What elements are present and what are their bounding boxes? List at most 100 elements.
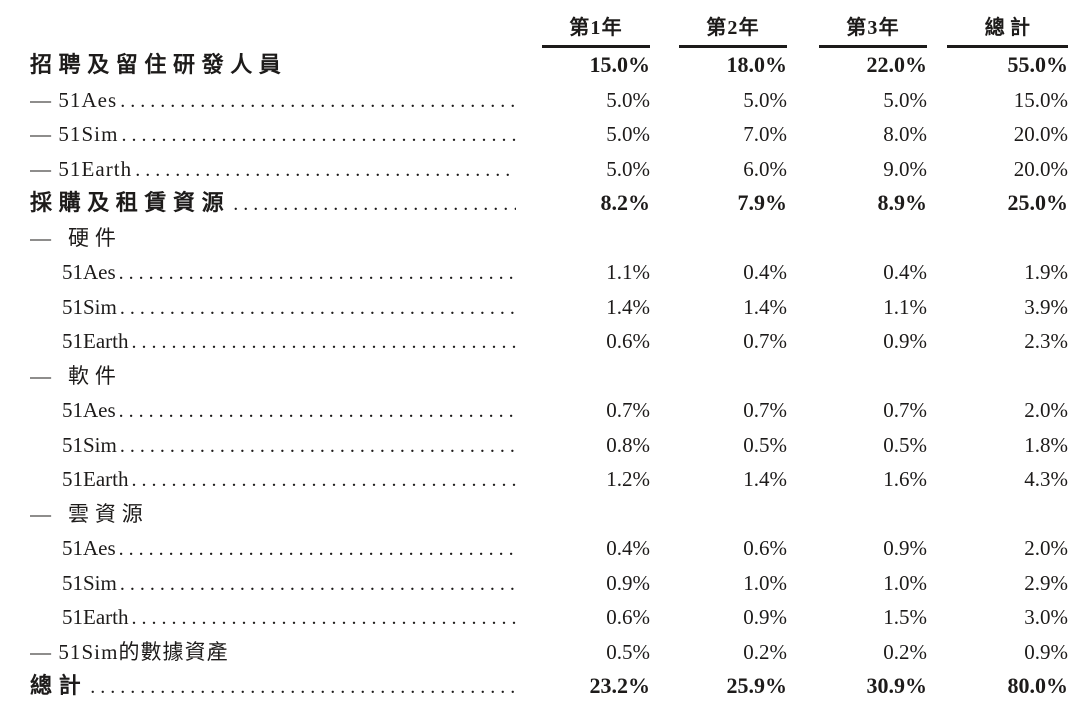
column-header-label: 第2年 xyxy=(679,11,787,48)
value-cell-year3: 30.9% xyxy=(866,673,928,698)
value-cell-year1: 5.0% xyxy=(606,122,650,146)
value-cell-year2: 25.9% xyxy=(726,673,788,698)
value-cell-total: 80.0% xyxy=(1007,673,1069,698)
value-cell-year1: 1.2% xyxy=(606,467,650,491)
value-cell-year2: 7.9% xyxy=(737,190,788,215)
value-cell-total: 0.9% xyxy=(1024,639,1068,664)
value-cell-year2: 0.9% xyxy=(743,605,787,629)
value-cell-year1: 1.4% xyxy=(606,294,650,319)
table-row: 51Sim. . . . . . . . . . . . . . . . . .… xyxy=(30,566,1068,601)
dot-leader: . . . . . . . . . . . . . . . . . . . . … xyxy=(119,572,516,595)
row-label-cell: — 51Sim的數據資產 xyxy=(30,635,516,670)
row-label-cell: 51Earth. . . . . . . . . . . . . . . . .… xyxy=(30,324,516,360)
value-cell-year2: 0.7% xyxy=(743,398,787,422)
row-label: — 51Aes xyxy=(30,87,118,112)
column-header-year1: 第1年 xyxy=(530,11,650,48)
row-label: 51Aes xyxy=(62,398,116,422)
row-label: 51Earth xyxy=(62,329,129,353)
value-cell-year3: 1.6% xyxy=(883,467,927,491)
row-label-cell: 總計. . . . . . . . . . . . . . . . . . . … xyxy=(30,669,516,705)
table-row: — 雲資源 xyxy=(30,497,1068,532)
value-cell-year1: 5.0% xyxy=(606,156,650,181)
row-label-cell: 51Sim. . . . . . . . . . . . . . . . . .… xyxy=(30,566,516,602)
column-header-label: 總計 xyxy=(946,11,1068,48)
table-row: 51Aes. . . . . . . . . . . . . . . . . .… xyxy=(30,393,1068,428)
row-label-cell: 51Aes. . . . . . . . . . . . . . . . . .… xyxy=(30,531,516,567)
row-label: — 軟件 xyxy=(30,363,122,388)
dot-leader: . . . . . . . . . . . . . . . . . . . . … xyxy=(233,193,516,215)
value-cell-year2: 7.0% xyxy=(743,122,787,146)
table-row: 51Earth. . . . . . . . . . . . . . . . .… xyxy=(30,600,1068,635)
value-cell-total: 15.0% xyxy=(1013,87,1068,112)
row-label-cell: 51Earth. . . . . . . . . . . . . . . . .… xyxy=(30,600,516,636)
value-cell-total: 1.9% xyxy=(1024,260,1068,284)
dot-leader: . . . . . . . . . . . . . . . . . . . . … xyxy=(118,262,516,284)
column-header-label: 第3年 xyxy=(819,11,927,48)
value-cell-year2: 5.0% xyxy=(743,87,787,112)
row-label: — 51Earth xyxy=(30,156,133,181)
value-cell-year1: 0.6% xyxy=(606,605,650,629)
table-row: — 51Sim. . . . . . . . . . . . . . . . .… xyxy=(30,117,1068,152)
value-cell-total: 55.0% xyxy=(1007,52,1069,77)
row-label: 招聘及留住研發人員 xyxy=(30,52,288,77)
row-label-cell: — 雲資源 xyxy=(30,497,516,532)
value-cell-year1: 0.4% xyxy=(606,536,650,560)
dot-leader: . . . . . . . . . . . . . . . . . . . . … xyxy=(118,538,516,560)
row-label-cell: 51Sim. . . . . . . . . . . . . . . . . .… xyxy=(30,290,516,326)
table-row: — 硬件 xyxy=(30,221,1068,256)
dot-leader: . . . . . . . . . . . . . . . . . . . . … xyxy=(131,469,516,491)
value-cell-year2: 18.0% xyxy=(726,52,788,77)
value-cell-year3: 0.7% xyxy=(883,398,927,422)
row-label: 51Earth xyxy=(62,467,129,491)
value-cell-year2: 6.0% xyxy=(743,156,787,181)
row-label-cell: 51Sim. . . . . . . . . . . . . . . . . .… xyxy=(30,428,516,464)
table-row: — 軟件 xyxy=(30,359,1068,394)
value-cell-year1: 0.7% xyxy=(606,398,650,422)
table-row: 51Sim. . . . . . . . . . . . . . . . . .… xyxy=(30,428,1068,463)
value-cell-total: 25.0% xyxy=(1007,190,1069,215)
value-cell-total: 4.3% xyxy=(1024,467,1068,491)
row-label-cell: 採購及租賃資源. . . . . . . . . . . . . . . . .… xyxy=(30,186,516,222)
table-header-row: 第1年 第2年 第3年 總計 xyxy=(30,6,1068,48)
column-header-year3: 第3年 xyxy=(787,11,927,48)
row-label-cell: 51Aes. . . . . . . . . . . . . . . . . .… xyxy=(30,393,516,429)
value-cell-year2: 0.7% xyxy=(743,329,787,353)
table-row: 採購及租賃資源. . . . . . . . . . . . . . . . .… xyxy=(30,186,1068,221)
value-cell-year1: 0.9% xyxy=(606,570,650,595)
value-cell-year3: 5.0% xyxy=(883,87,927,112)
row-label: — 51Sim的數據資產 xyxy=(30,639,229,664)
value-cell-year2: 0.6% xyxy=(743,536,787,560)
value-cell-year3: 0.4% xyxy=(883,260,927,284)
row-label: — 硬件 xyxy=(30,225,122,250)
table-row: 51Earth. . . . . . . . . . . . . . . . .… xyxy=(30,462,1068,497)
value-cell-total: 3.0% xyxy=(1024,605,1068,629)
row-label-cell: — 51Earth. . . . . . . . . . . . . . . .… xyxy=(30,152,516,188)
value-cell-year2: 0.4% xyxy=(743,260,787,284)
table-row: 招聘及留住研發人員 15.0% 18.0% 22.0% 55.0% xyxy=(30,48,1068,83)
row-label: 51Sim xyxy=(62,570,117,595)
row-label: 51Earth xyxy=(62,605,129,629)
dot-leader: . . . . . . . . . . . . . . . . . . . . … xyxy=(135,158,516,181)
dot-leader: . . . . . . . . . . . . . . . . . . . . … xyxy=(118,400,516,422)
column-header-total: 總計 xyxy=(927,11,1068,48)
dot-leader: . . . . . . . . . . . . . . . . . . . . … xyxy=(90,676,516,698)
table-row: 51Sim. . . . . . . . . . . . . . . . . .… xyxy=(30,290,1068,325)
value-cell-year1: 15.0% xyxy=(589,52,651,77)
dot-leader: . . . . . . . . . . . . . . . . . . . . … xyxy=(119,434,516,457)
value-cell-total: 2.0% xyxy=(1024,536,1068,560)
row-label: — 51Sim xyxy=(30,122,119,146)
dot-leader: . . . . . . . . . . . . . . . . . . . . … xyxy=(119,296,516,319)
row-label-cell: — 軟件 xyxy=(30,359,516,394)
row-label-cell: — 硬件 xyxy=(30,221,516,256)
value-cell-year2: 1.4% xyxy=(743,294,787,319)
dot-leader: . . . . . . . . . . . . . . . . . . . . … xyxy=(121,124,516,146)
value-cell-year1: 1.1% xyxy=(606,260,650,284)
column-header-year2: 第2年 xyxy=(650,11,787,48)
table-row: 總計. . . . . . . . . . . . . . . . . . . … xyxy=(30,669,1068,704)
value-cell-year2: 0.5% xyxy=(743,432,787,457)
row-label-cell: 招聘及留住研發人員 xyxy=(30,48,516,83)
value-cell-year1: 0.6% xyxy=(606,329,650,353)
row-label-cell: — 51Aes. . . . . . . . . . . . . . . . .… xyxy=(30,83,516,119)
value-cell-year1: 0.5% xyxy=(606,639,650,664)
